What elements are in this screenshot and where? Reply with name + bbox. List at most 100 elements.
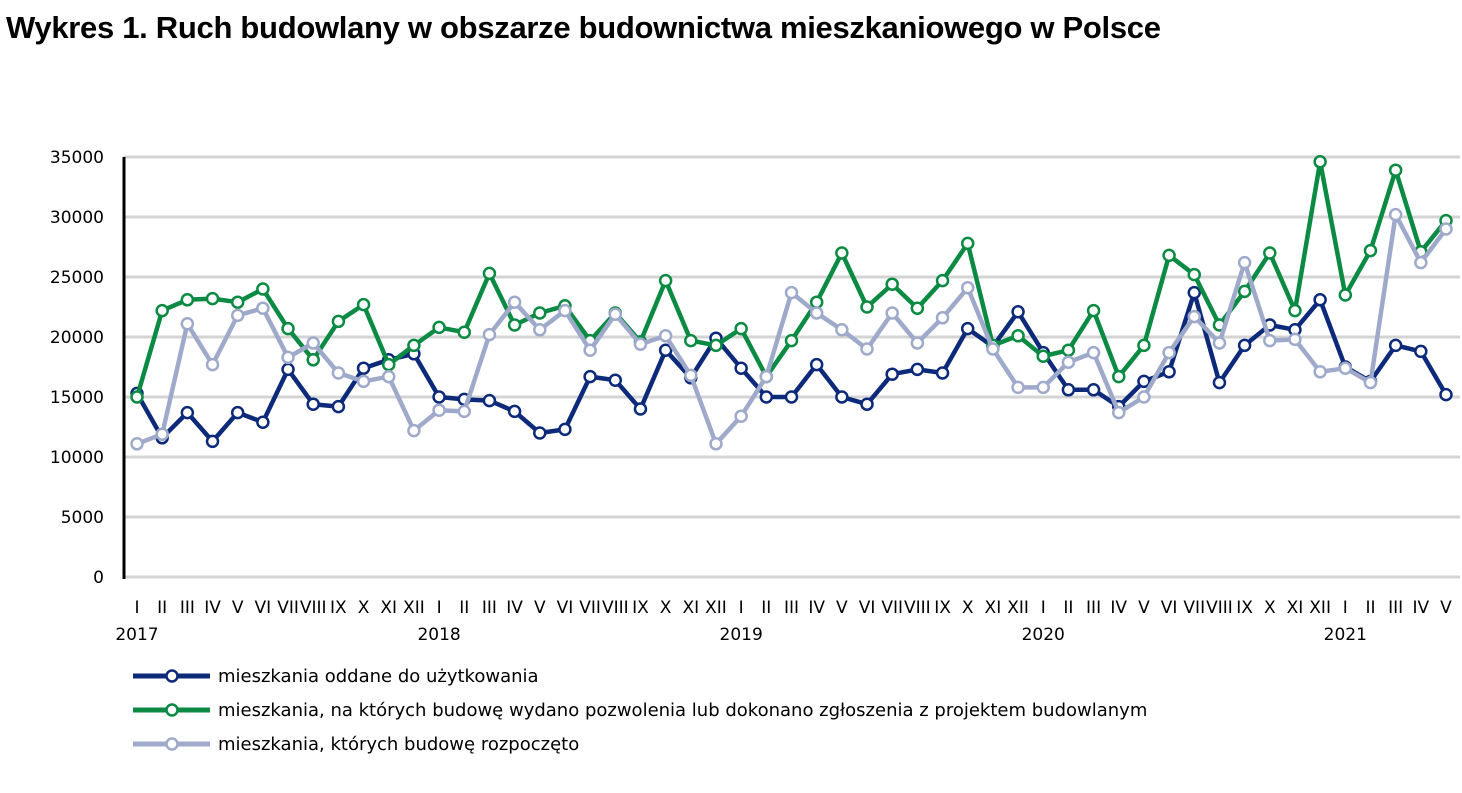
data-point [633, 402, 648, 416]
data-point [1162, 248, 1176, 263]
data-point [180, 293, 195, 307]
legend-marker [165, 703, 179, 717]
x-tick-label: I [1343, 598, 1348, 618]
data-point [205, 291, 220, 306]
data-point [256, 301, 270, 315]
data-point [155, 303, 169, 318]
data-point [809, 357, 824, 372]
x-tick-label: I [1041, 598, 1046, 618]
data-point [1288, 303, 1302, 318]
data-point [230, 308, 245, 323]
data-point [1187, 267, 1202, 282]
x-tick-label: II [157, 598, 167, 618]
x-tick-label: II [761, 598, 771, 618]
data-point [1313, 155, 1327, 169]
data-point [1388, 163, 1403, 177]
x-year-label: 2020 [1022, 625, 1065, 645]
x-tick-label: V [232, 598, 244, 618]
data-point [1338, 361, 1353, 375]
data-point [709, 437, 723, 451]
data-point [558, 303, 572, 318]
data-point [1363, 375, 1378, 390]
data-point [281, 362, 295, 377]
data-point [130, 437, 144, 451]
data-point [583, 343, 597, 357]
data-point [1162, 345, 1176, 360]
data-point [381, 357, 396, 372]
x-tick-label: X [962, 598, 974, 618]
data-point [960, 236, 975, 251]
data-point [230, 295, 245, 309]
x-tick-label: I [134, 598, 139, 618]
data-point [1011, 329, 1025, 343]
data-point [306, 397, 320, 411]
x-tick-label: XII [1309, 598, 1331, 618]
data-point [658, 273, 673, 288]
legend-label: mieszkania, których budowę rozpoczęto [218, 734, 579, 755]
chart-title: Wykres 1. Ruch budowlany w obszarze budo… [6, 10, 1161, 45]
x-tick-label: VIII [602, 598, 629, 618]
data-point [155, 427, 169, 441]
data-point [432, 403, 446, 417]
data-point [860, 397, 874, 411]
x-tick-label: IX [330, 598, 347, 618]
data-point [684, 333, 698, 348]
x-tick-label: II [459, 598, 469, 618]
data-point [256, 282, 270, 296]
x-year-label: 2017 [115, 625, 158, 645]
x-tick-label: X [358, 598, 370, 618]
data-point [205, 357, 220, 372]
x-tick-label: X [660, 598, 672, 618]
data-point [230, 405, 245, 420]
data-point [1313, 365, 1327, 379]
data-point [910, 301, 925, 315]
x-tick-label: IX [934, 598, 951, 618]
data-point [205, 434, 220, 449]
data-point [1061, 383, 1076, 397]
legend-label: mieszkania, na których budowę wydano poz… [218, 700, 1147, 721]
x-tick-label: VI [255, 598, 272, 618]
x-tick-label: I [739, 598, 744, 618]
legend-marker [165, 737, 179, 751]
x-tick-label: VIII [904, 598, 931, 618]
x-tick-label: VII [579, 598, 601, 618]
data-point [533, 426, 547, 440]
data-point [482, 327, 497, 342]
y-tick-label: 15000 [50, 388, 104, 408]
x-tick-label: III [1086, 598, 1101, 618]
data-point [507, 404, 522, 419]
data-point [734, 321, 748, 336]
data-point [1313, 293, 1327, 307]
x-tick-label: III [784, 598, 799, 618]
x-tick-label: VI [1161, 598, 1178, 618]
x-tick-label: XII [1007, 598, 1029, 618]
data-point [432, 390, 446, 404]
data-point [331, 399, 346, 414]
x-tick-label: I [437, 598, 442, 618]
data-point [1086, 345, 1101, 360]
data-point [533, 323, 547, 337]
x-tick-label: VIII [300, 598, 327, 618]
data-point [1388, 207, 1403, 222]
x-tick-label: IV [808, 598, 825, 618]
data-point [306, 336, 320, 350]
x-tick-label: V [534, 598, 546, 618]
x-tick-label: VII [881, 598, 903, 618]
data-point [1288, 332, 1302, 347]
x-tick-label: IV [1412, 598, 1429, 618]
data-point [507, 318, 522, 332]
data-point [583, 369, 597, 384]
data-point [1112, 405, 1126, 420]
data-point [482, 393, 497, 408]
x-tick-label: V [1138, 598, 1150, 618]
data-point [1187, 285, 1202, 300]
data-point [809, 306, 824, 320]
x-tick-label: X [1264, 598, 1276, 618]
x-tick-label: III [482, 598, 497, 618]
data-point [1237, 255, 1252, 270]
data-point [1137, 390, 1151, 404]
y-tick-label: 5000 [61, 508, 104, 528]
data-point [784, 390, 799, 404]
data-point [1011, 380, 1025, 395]
